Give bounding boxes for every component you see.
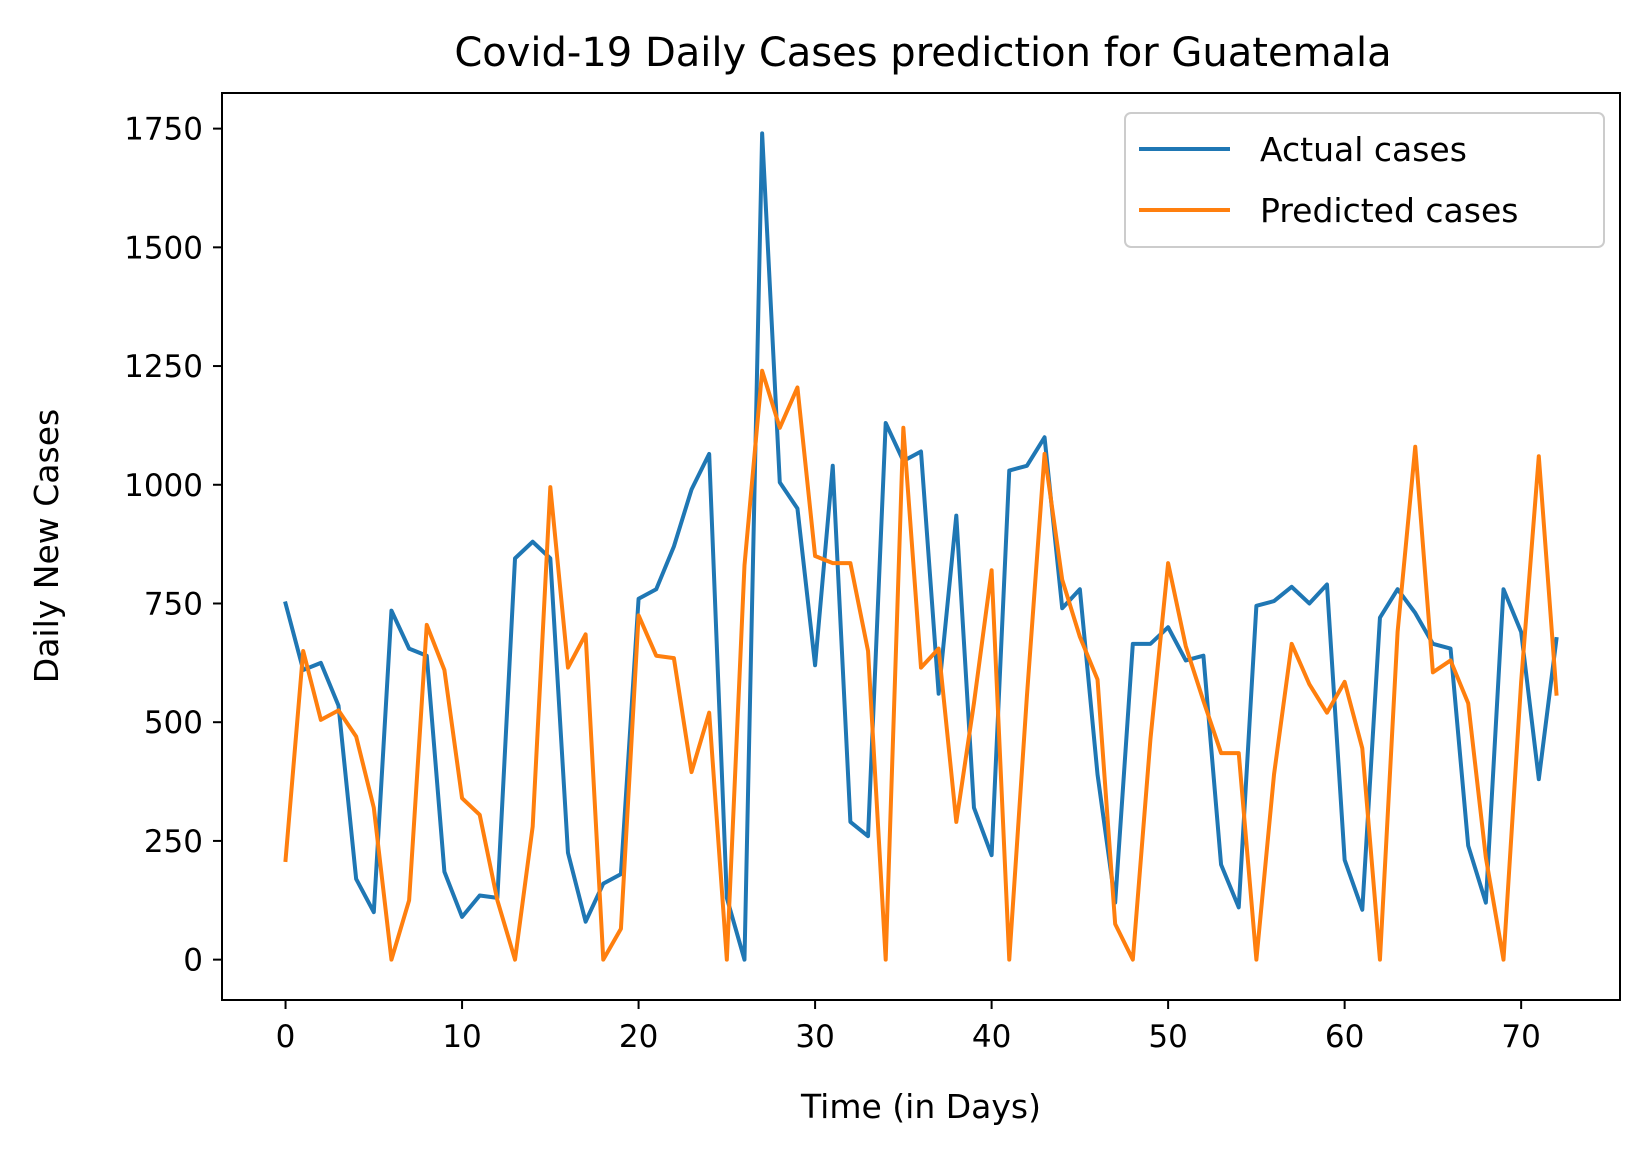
x-tick-label: 50 [1148, 1019, 1187, 1055]
plot-area [221, 92, 1621, 1001]
legend: Actual cases Predicted cases [1124, 112, 1605, 248]
x-tick-label: 20 [619, 1019, 658, 1055]
x-tick-label: 30 [795, 1019, 834, 1055]
y-tick-label: 500 [144, 705, 203, 741]
series-line-predicted [283, 368, 1559, 962]
chart-title: Covid-19 Daily Cases prediction for Guat… [454, 30, 1391, 76]
x-axis-label: Time (in Days) [800, 1087, 1041, 1126]
y-tick-label: 1500 [124, 230, 203, 266]
y-axis-ticks: 0 250 500 750 1000 1250 1500 1750 [124, 112, 222, 979]
x-tick-label: 40 [972, 1019, 1011, 1055]
y-tick-label: 0 [183, 943, 203, 979]
y-tick-label: 1000 [124, 468, 203, 504]
x-axis-ticks: 0 10 20 30 40 50 60 70 [276, 1000, 1541, 1055]
y-axis-label: Daily New Cases [27, 409, 66, 683]
y-tick-label: 1250 [124, 349, 203, 385]
legend-label-predicted: Predicted cases [1260, 191, 1518, 230]
y-tick-label: 1750 [124, 112, 203, 148]
legend-box [1124, 112, 1605, 248]
x-tick-label: 60 [1325, 1019, 1364, 1055]
series-layer [283, 131, 1559, 962]
axes-frame [221, 92, 1621, 1001]
y-tick-label: 750 [144, 586, 203, 622]
x-tick-label: 70 [1501, 1019, 1540, 1055]
x-tick-label: 0 [276, 1019, 296, 1055]
x-tick-label: 10 [442, 1019, 481, 1055]
y-tick-label: 250 [144, 824, 203, 860]
legend-label-actual: Actual cases [1260, 130, 1467, 169]
